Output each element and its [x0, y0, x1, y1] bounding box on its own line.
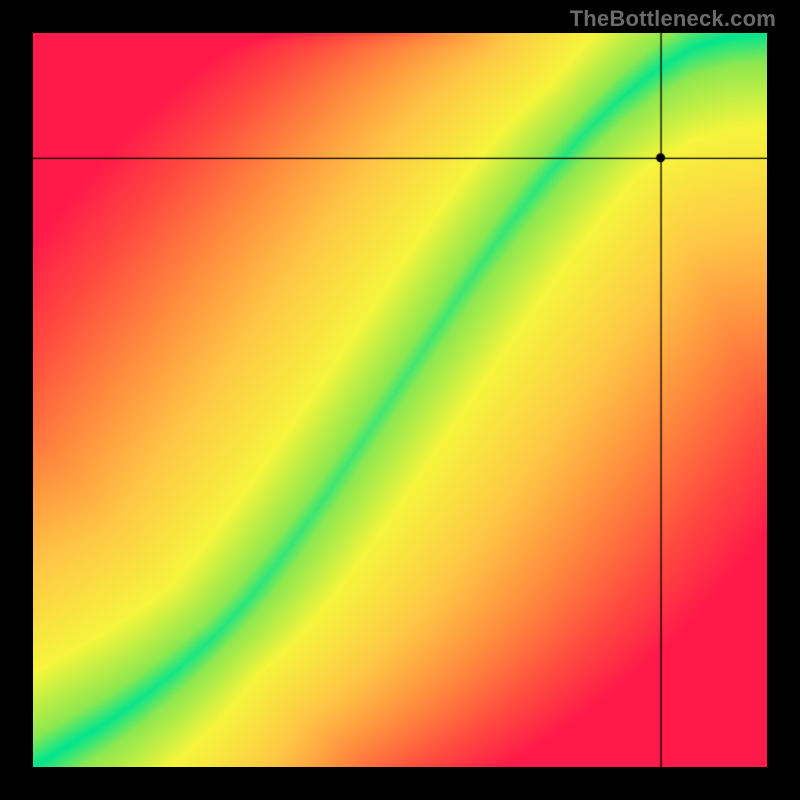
chart-container: { "watermark": { "text": "TheBottleneck.… — [0, 0, 800, 800]
bottleneck-heatmap — [33, 33, 767, 767]
watermark-text: TheBottleneck.com — [570, 6, 776, 32]
